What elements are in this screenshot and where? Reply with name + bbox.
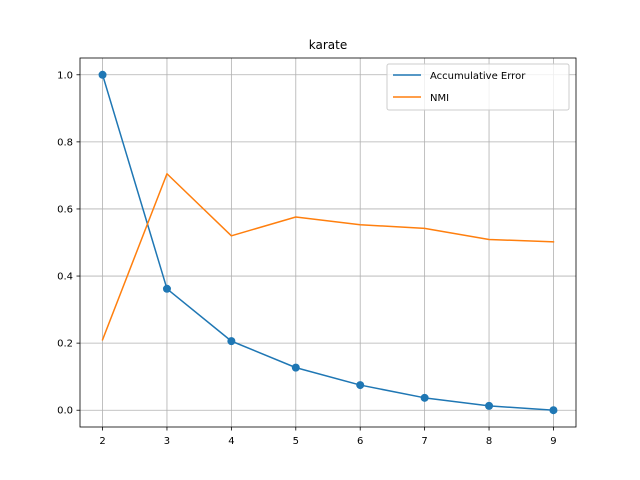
data-point-accumulative-error [485, 401, 494, 410]
data-point-accumulative-error [420, 393, 429, 402]
chart-title: karate [309, 38, 347, 52]
y-tick-label: 0.6 [57, 204, 73, 215]
y-tick-label: 0.0 [57, 406, 73, 417]
y-tick-label: 0.2 [57, 339, 73, 350]
series-line-nmi [101, 172, 555, 341]
data-point-accumulative-error [162, 284, 171, 293]
x-tick-label: 8 [486, 436, 492, 447]
legend-label-accumulative-error: Accumulative Error [430, 71, 526, 82]
grid-layer [80, 58, 576, 427]
series-layer [98, 70, 558, 415]
tick-layer: 2 3 4 5 6 7 8 9 0.0 0.2 0.4 0.6 0.8 1.0 [57, 70, 557, 447]
legend: Accumulative Error NMI [386, 63, 570, 111]
legend-label-nmi: NMI [430, 93, 449, 104]
data-point-accumulative-error [227, 337, 236, 346]
series-line-accumulative-error [101, 73, 555, 412]
x-tick-label: 9 [550, 436, 556, 447]
data-point-accumulative-error [98, 70, 107, 79]
x-tick-label: 4 [228, 436, 234, 447]
x-tick-label: 3 [164, 436, 170, 447]
y-tick-label: 1.0 [57, 70, 73, 81]
x-tick-label: 7 [421, 436, 427, 447]
x-tick-label: 6 [357, 436, 363, 447]
data-point-accumulative-error [356, 381, 365, 390]
y-tick-label: 0.4 [57, 272, 73, 283]
x-tick-label: 2 [99, 436, 105, 447]
x-tick-label: 5 [293, 436, 299, 447]
legend-box [386, 63, 570, 111]
y-tick-label: 0.8 [57, 137, 73, 148]
data-point-accumulative-error [549, 406, 558, 415]
data-point-accumulative-error [291, 363, 300, 372]
plot-frame [79, 57, 577, 428]
